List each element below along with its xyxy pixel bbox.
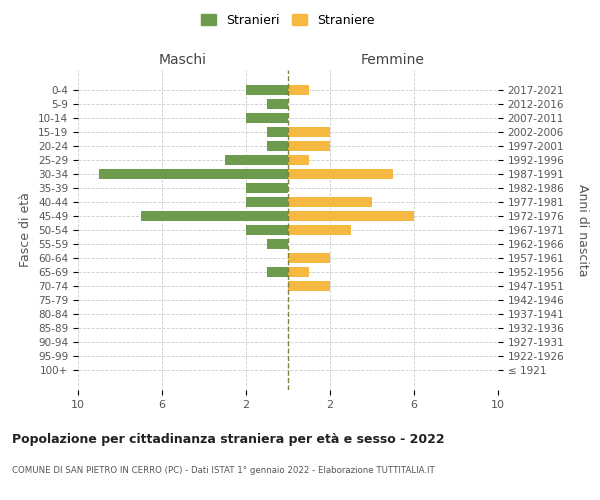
Bar <box>288 84 309 95</box>
Bar <box>288 210 414 221</box>
Bar <box>288 196 372 207</box>
Text: Maschi: Maschi <box>159 53 207 67</box>
Bar <box>288 168 393 179</box>
Bar <box>288 281 330 291</box>
Bar <box>288 267 309 278</box>
Bar <box>246 224 288 235</box>
Bar <box>267 239 288 250</box>
Text: COMUNE DI SAN PIETRO IN CERRO (PC) - Dati ISTAT 1° gennaio 2022 - Elaborazione T: COMUNE DI SAN PIETRO IN CERRO (PC) - Dat… <box>12 466 435 475</box>
Bar <box>267 126 288 137</box>
Legend: Stranieri, Straniere: Stranieri, Straniere <box>196 8 380 32</box>
Text: Popolazione per cittadinanza straniera per età e sesso - 2022: Popolazione per cittadinanza straniera p… <box>12 432 445 446</box>
Bar <box>288 224 351 235</box>
Bar <box>288 126 330 137</box>
Bar <box>246 112 288 123</box>
Bar <box>246 196 288 207</box>
Bar <box>288 140 330 151</box>
Y-axis label: Anni di nascita: Anni di nascita <box>575 184 589 276</box>
Y-axis label: Fasce di età: Fasce di età <box>19 192 32 268</box>
Bar <box>288 154 309 165</box>
Text: Femmine: Femmine <box>361 53 425 67</box>
Bar <box>267 98 288 109</box>
Bar <box>288 253 330 264</box>
Bar <box>99 168 288 179</box>
Bar <box>267 140 288 151</box>
Bar <box>225 154 288 165</box>
Bar <box>246 182 288 193</box>
Bar <box>267 267 288 278</box>
Bar <box>246 84 288 95</box>
Bar <box>141 210 288 221</box>
